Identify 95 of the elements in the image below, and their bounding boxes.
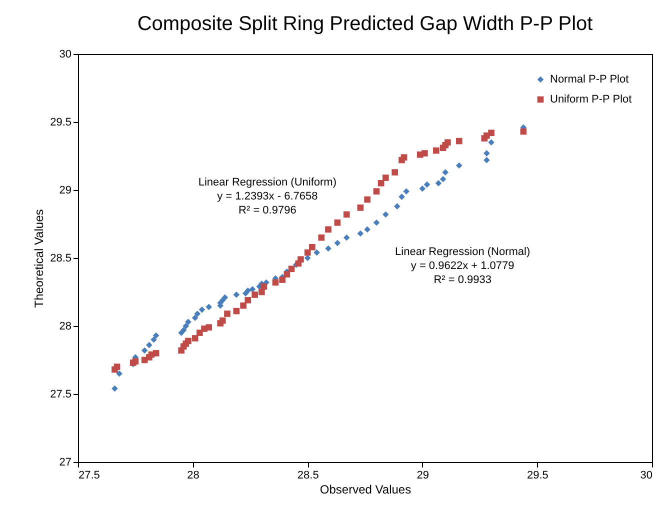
point bbox=[304, 249, 311, 256]
point bbox=[185, 318, 192, 326]
point bbox=[424, 181, 430, 188]
x-tick-label: 27.5 bbox=[78, 470, 100, 482]
point bbox=[435, 180, 442, 186]
x-tick-label: 28.5 bbox=[297, 470, 319, 482]
point bbox=[288, 266, 295, 272]
point bbox=[314, 249, 320, 256]
legend-label: Uniform P-P Plot bbox=[550, 94, 632, 106]
point bbox=[146, 342, 152, 348]
point bbox=[219, 317, 226, 324]
point bbox=[357, 204, 364, 211]
point bbox=[334, 219, 341, 226]
annotation: Linear Regression (Uniform) y = 1.2393x - 6.7658 R² = 0.9796 bbox=[198, 176, 337, 216]
point bbox=[403, 188, 410, 195]
point bbox=[364, 226, 370, 233]
point bbox=[400, 154, 408, 161]
point bbox=[116, 370, 122, 377]
point bbox=[309, 244, 316, 250]
point bbox=[488, 130, 494, 136]
point bbox=[456, 162, 462, 169]
point bbox=[456, 138, 462, 144]
point bbox=[180, 326, 187, 334]
point bbox=[343, 211, 350, 218]
point bbox=[192, 314, 198, 321]
point bbox=[141, 347, 148, 354]
point bbox=[304, 254, 311, 262]
point bbox=[419, 185, 426, 192]
x-axis-title: Observed Values bbox=[320, 482, 412, 496]
point bbox=[244, 297, 252, 304]
point bbox=[284, 271, 290, 278]
point bbox=[325, 245, 332, 252]
point bbox=[150, 336, 157, 343]
point bbox=[488, 139, 494, 146]
point bbox=[194, 310, 201, 317]
point bbox=[382, 211, 389, 218]
point bbox=[206, 324, 212, 331]
point bbox=[444, 139, 451, 146]
point bbox=[334, 240, 341, 246]
point bbox=[392, 169, 398, 176]
point bbox=[373, 219, 380, 226]
point bbox=[394, 203, 400, 210]
point bbox=[132, 358, 139, 365]
point bbox=[318, 234, 325, 241]
point bbox=[185, 338, 192, 344]
point bbox=[222, 294, 228, 301]
x-tick-label: 29 bbox=[416, 470, 430, 482]
y-tick-label: 30 bbox=[59, 48, 72, 60]
point bbox=[343, 234, 350, 241]
point bbox=[398, 194, 405, 200]
point bbox=[279, 276, 286, 283]
point bbox=[224, 310, 230, 317]
point bbox=[484, 156, 490, 164]
point bbox=[382, 174, 389, 181]
point bbox=[258, 288, 265, 296]
point bbox=[182, 322, 190, 330]
point bbox=[373, 188, 380, 195]
point bbox=[378, 180, 384, 186]
y-tick-label: 29 bbox=[59, 184, 72, 196]
point bbox=[233, 292, 240, 298]
point bbox=[364, 196, 370, 203]
y-tick-label: 27.5 bbox=[50, 388, 72, 400]
point bbox=[357, 230, 364, 237]
point bbox=[260, 283, 268, 290]
chart-title: Composite Split Ring Predicted Gap Width P-P Plot bbox=[137, 13, 594, 35]
x-tick-label: 28 bbox=[187, 470, 200, 482]
point bbox=[192, 335, 198, 342]
point bbox=[152, 350, 160, 356]
y-tick-label: 28.5 bbox=[50, 252, 72, 264]
point bbox=[442, 169, 449, 176]
point bbox=[112, 385, 118, 392]
point bbox=[440, 176, 446, 182]
point bbox=[325, 226, 332, 233]
y-axis-title: Theoretical Values bbox=[32, 209, 46, 308]
point bbox=[298, 256, 304, 263]
point bbox=[206, 304, 212, 310]
point bbox=[252, 292, 258, 298]
x-tick-label: 30 bbox=[640, 470, 652, 482]
point bbox=[244, 287, 252, 294]
point bbox=[272, 279, 279, 286]
point bbox=[520, 128, 527, 135]
point bbox=[422, 150, 428, 156]
point bbox=[484, 150, 490, 156]
y-tick-label: 28 bbox=[59, 320, 72, 332]
point bbox=[233, 308, 240, 314]
x-tick-label: 29.5 bbox=[526, 470, 548, 482]
point bbox=[114, 364, 120, 370]
y-tick-label: 29.5 bbox=[50, 116, 72, 128]
point bbox=[152, 332, 160, 339]
legend-label: Normal P-P Plot bbox=[550, 74, 629, 86]
point bbox=[433, 147, 440, 154]
annotation: Linear Regression (Normal) y = 0.9622x + 1.0779 R² = 0.9933 bbox=[395, 246, 530, 286]
point bbox=[240, 302, 246, 309]
point bbox=[198, 306, 206, 313]
y-tick-label: 27 bbox=[59, 456, 72, 468]
